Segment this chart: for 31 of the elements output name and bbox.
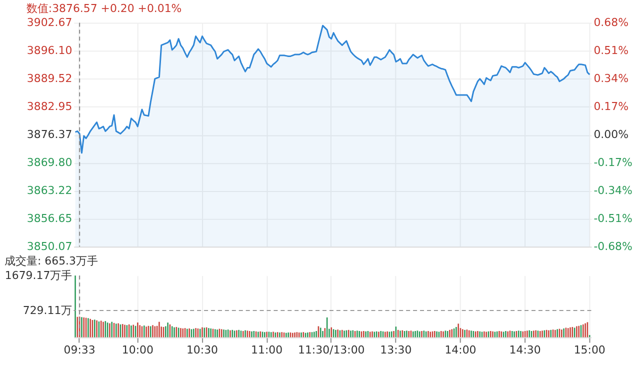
y-tick-label: 3889.52 [26,72,72,86]
x-tick-label: 11:00 [251,344,283,357]
x-tick-label: 13:30 [380,344,412,357]
y2-tick-label: -0.34% [594,184,632,198]
chart-title: 成交量: 665.3万手 [4,254,98,268]
y2-tick-label: 0.34% [594,72,628,86]
x-tick-label: 10:00 [122,344,154,357]
x-tick-label: 14:30 [509,344,541,357]
y2-tick-label: 0.68% [594,16,628,30]
y2-tick-label: 0.17% [594,100,628,114]
y2-tick-label: -0.68% [594,240,632,254]
x-tick-label: 10:30 [186,344,218,357]
x-tick-label: 11:30/13:00 [298,344,365,357]
y2-tick-label: 0.00% [594,128,628,142]
chart-title: 数值:3876.57 +0.20 +0.01% [26,2,182,15]
y-tick-label: 3856.65 [26,212,72,226]
y-tick-label: 3869.80 [26,156,72,170]
y-tick-label: 3863.22 [26,184,72,198]
y2-tick-label: 0.51% [594,44,628,58]
y-tick-label: 729.11万 [22,304,72,317]
y-tick-label: 3882.95 [26,100,72,114]
y-tick-label: 3902.67 [26,16,72,30]
y2-tick-label: -0.51% [594,212,632,226]
x-tick-label: 09:33 [64,344,96,357]
x-tick-label: 14:00 [444,344,476,357]
y-tick-label: 1679.17万手 [4,269,72,282]
y-tick-label: 3850.07 [26,240,72,254]
y-tick-label: 3896.10 [26,44,72,58]
y2-tick-label: -0.17% [594,156,632,170]
y-tick-label: 3876.37 [26,128,72,142]
x-tick-label: 15:00 [574,344,606,357]
